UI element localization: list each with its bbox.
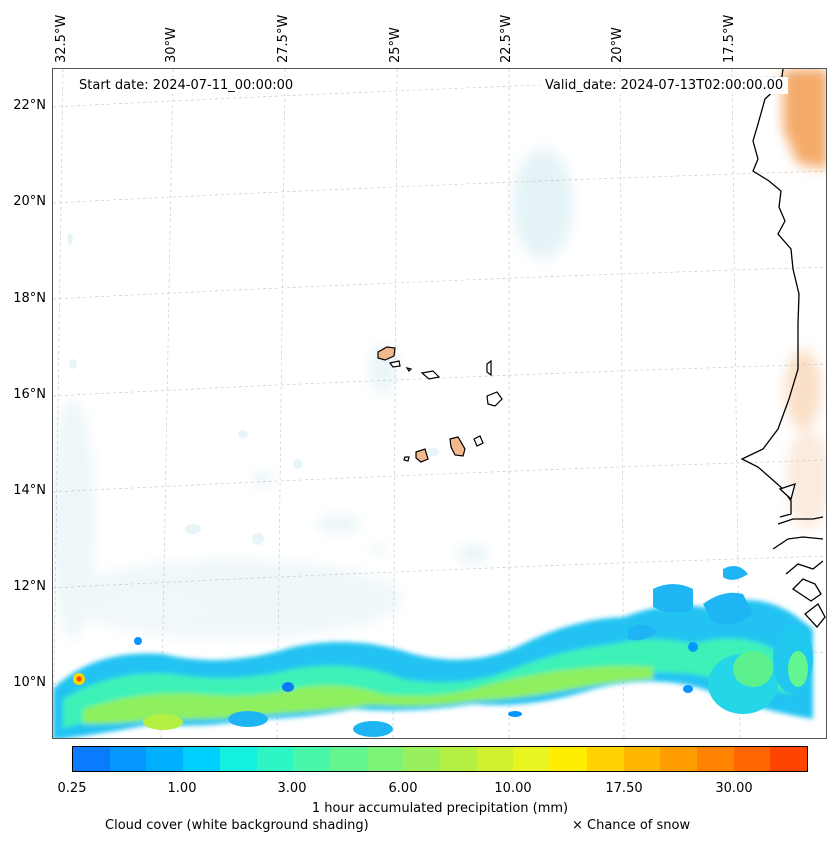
start-date-label: Start date: 2024-07-11_00:00:00 [74,77,299,94]
colorbar-title: 1 hour accumulated precipitation (mm) [311,801,569,816]
island-maio [473,435,484,447]
island-sal [486,359,492,377]
island-santa-luzia [405,367,413,372]
colorbar-swatch-3 [183,747,220,771]
colorbar-swatch-1 [109,747,147,771]
longitude-label-30w: 30°W [164,27,179,63]
colorbar-swatch-9 [403,747,441,771]
colorbar-tick-6-00: 6.00 [388,781,418,796]
latitude-label-10n: 10°N [13,675,46,690]
colorbar-swatch-4 [219,747,257,771]
longitude-label-22-5w: 22.5°W [499,14,514,63]
island-sao-nicolau [420,370,441,380]
colorbar-swatch-6 [293,747,330,771]
colorbar-swatch-0 [73,747,110,771]
colorbar-tick-1-00: 1.00 [167,781,197,796]
colorbar-swatch-18 [733,747,771,771]
longitude-label-17-5w: 17.5°W [722,14,737,63]
precipitation-colorbar [72,746,808,772]
island-sao-vicente [388,360,401,368]
cabo-verde-islands [377,346,503,463]
longitude-label-27-5w: 27.5°W [276,14,291,63]
colorbar-swatch-16 [660,747,697,771]
colorbar-swatch-7 [329,747,367,771]
colorbar-swatch-13 [550,747,587,771]
island-santo-antao [377,346,396,361]
island-boa-vista [486,391,503,407]
colorbar-swatch-11 [476,747,514,771]
latitude-label-14n: 14°N [13,483,46,498]
land-warm-shading [783,69,826,529]
colorbar-tick-17-50: 17.50 [605,781,643,796]
colorbar-swatch-19 [770,747,808,771]
latitude-label-22n: 22°N [13,98,46,113]
latitude-label-16n: 16°N [13,387,46,402]
colorbar-tick-10-00: 10.00 [494,781,532,796]
longitude-label-20w: 20°W [610,27,625,63]
colorbar-swatch-15 [623,747,661,771]
colorbar-swatch-12 [513,747,551,771]
precipitation-field [53,565,813,738]
colorbar-tick-0-25: 0.25 [57,781,87,796]
map-canvas [53,69,826,738]
colorbar-tick-3-00: 3.00 [277,781,307,796]
latitude-label-12n: 12°N [13,579,46,594]
island-fogo [415,448,429,463]
snow-legend: × Chance of snow [572,818,691,833]
colorbar-swatch-14 [586,747,624,771]
valid-date-label: Valid_date: 2024-07-13T02:00:00.00 [540,77,789,94]
map-panel[interactable] [52,68,827,739]
cloud-cover-legend: Cloud cover (white background shading) [105,818,369,833]
island-brava [403,456,410,462]
colorbar-swatch-8 [366,747,404,771]
longitude-label-25w: 25°W [388,27,403,63]
latitude-label-18n: 18°N [13,291,46,306]
latitude-label-20n: 20°N [13,194,46,209]
colorbar-swatch-10 [440,747,477,771]
cloud-cover-specks [67,233,439,545]
cloud-cover-shading [53,149,573,639]
colorbar-swatch-17 [696,747,734,771]
colorbar-swatch-5 [256,747,294,771]
colorbar-swatch-2 [146,747,184,771]
longitude-label-32-5w: 32.5°W [54,14,69,63]
coastline [740,69,826,628]
island-santiago [449,436,466,457]
colorbar-tick-30-00: 30.00 [715,781,753,796]
